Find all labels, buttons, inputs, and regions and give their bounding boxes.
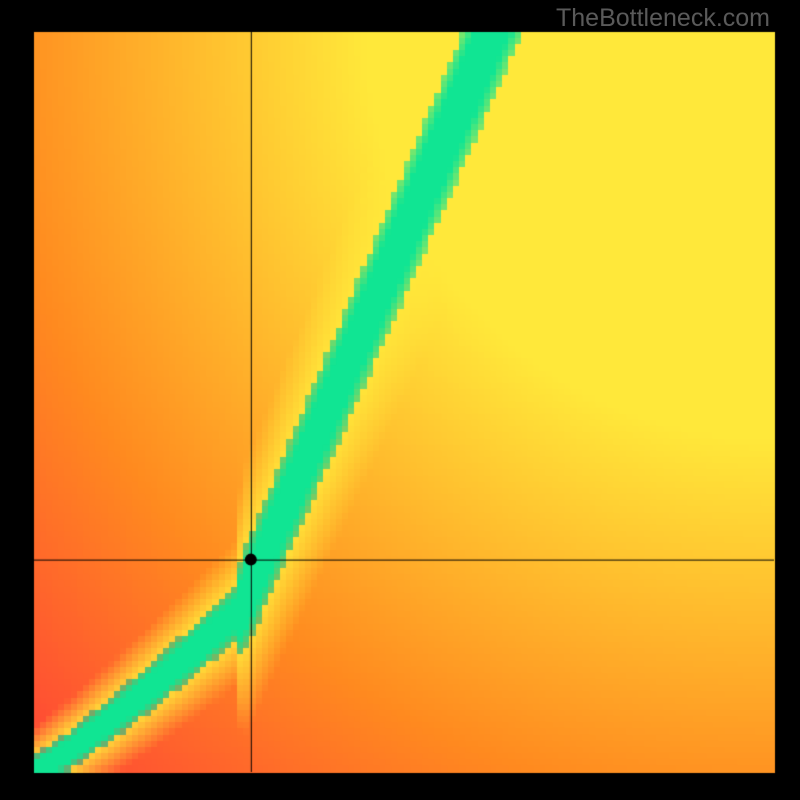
watermark-text: TheBottleneck.com [556, 4, 770, 33]
heatmap-canvas [0, 0, 800, 800]
chart-container: TheBottleneck.com [0, 0, 800, 800]
